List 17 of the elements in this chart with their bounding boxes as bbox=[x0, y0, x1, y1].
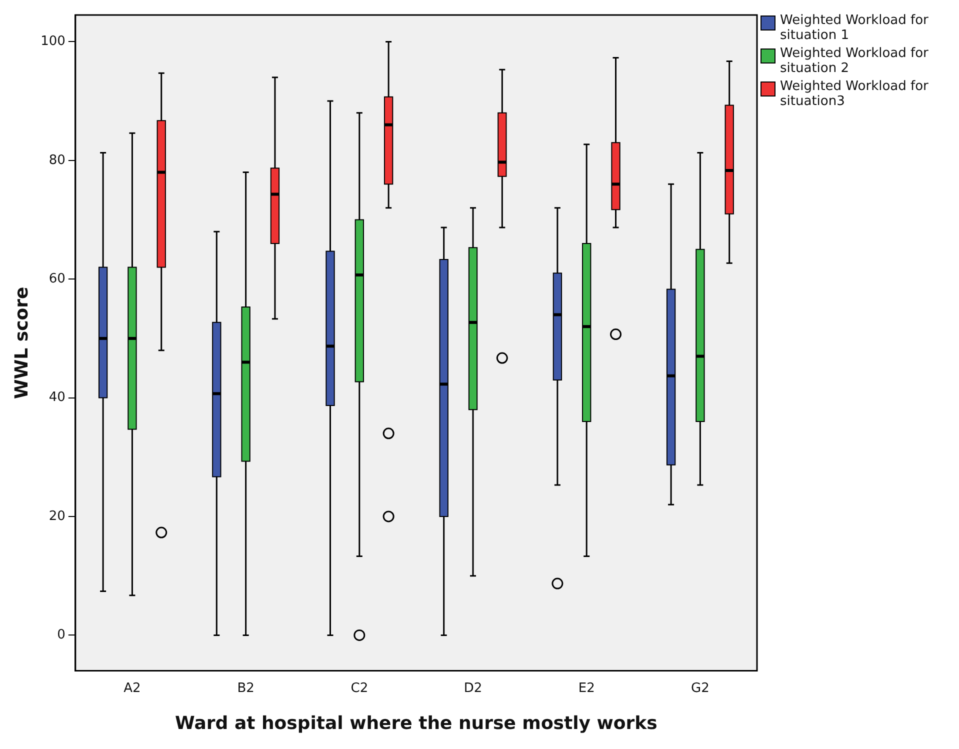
y-tick-label: 60 bbox=[48, 271, 66, 286]
y-axis-title: WWL score bbox=[11, 286, 32, 400]
x-tick-label: E2 bbox=[578, 680, 595, 696]
x-tick-label: C2 bbox=[350, 680, 368, 696]
legend-label: Weighted Workload for situation 1 bbox=[780, 12, 930, 43]
x-tick-label: G2 bbox=[691, 680, 710, 696]
y-tick-label: 0 bbox=[57, 628, 66, 643]
x-tick-label: B2 bbox=[237, 680, 254, 696]
x-tick-label: D2 bbox=[464, 680, 482, 696]
y-tick-label: 80 bbox=[48, 152, 66, 168]
legend-label: Weighted Workload for situation3 bbox=[780, 78, 930, 109]
x-axis-title: Ward at hospital where the nurse mostly works bbox=[175, 712, 658, 734]
y-tick-label: 20 bbox=[48, 508, 66, 524]
x-tick-label: A2 bbox=[124, 680, 141, 696]
legend-label: Weighted Workload for situation 2 bbox=[780, 46, 930, 76]
y-tick-label: 40 bbox=[48, 390, 66, 406]
y-tick-label: 100 bbox=[40, 34, 66, 50]
